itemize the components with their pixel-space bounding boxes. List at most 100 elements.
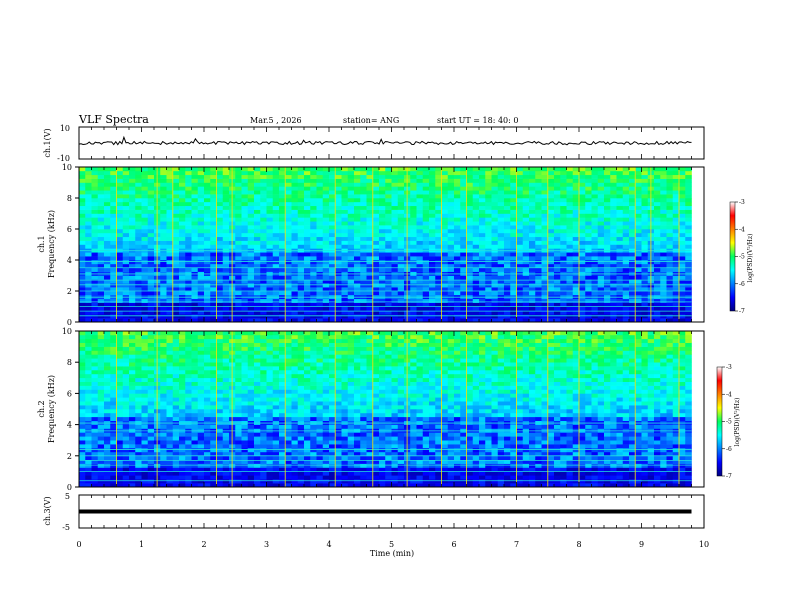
ch1-spectrogram-cell [610, 182, 617, 187]
ch2-spectrogram-cell [210, 389, 217, 394]
ch2-spectrogram-cell [147, 479, 155, 484]
ch1-spectrogram-cell [472, 232, 480, 238]
ch1-spectrogram-cell [160, 256, 167, 261]
ch1-spectrogram-cell [91, 232, 99, 238]
ch1-spectrogram-cell [535, 221, 542, 226]
ch1-spectrogram-cell [316, 298, 324, 303]
ch1-spectrogram-cell [141, 205, 149, 210]
ch1-spectrogram-cell [391, 283, 399, 288]
ch1-spectrogram-cell [172, 178, 180, 183]
ch2-spectrogram-cell [147, 346, 155, 351]
ch1-spectrogram-cell [297, 314, 305, 319]
ch2-spectrogram-cell [166, 362, 174, 367]
ch2-spectrogram-cell [135, 444, 142, 449]
ch1-spectrogram-cell [479, 298, 486, 303]
ch1-spectrogram-cell [166, 178, 174, 183]
ch1-spectrogram-cell [291, 217, 299, 222]
ch1-spectrogram-cell [622, 267, 630, 272]
ch1-spectrogram-cell [454, 178, 461, 183]
ch1-spectrogram-cell [254, 198, 261, 203]
ch1-spectrogram-cell [504, 302, 511, 307]
ch1-spectrogram-cell [641, 256, 649, 261]
ch1-spectrogram-cell [291, 244, 299, 249]
ch1-spectrogram-cell [297, 240, 305, 245]
ch1-spectrogram-cell [172, 279, 180, 284]
ch2-spectrogram-cell [97, 444, 105, 449]
ch1-spectrogram-cell [304, 190, 311, 195]
ch2-spectrogram-cell [197, 389, 205, 394]
ch1-spectrogram-cell [466, 302, 474, 307]
ch1-spectrogram-cell [466, 229, 474, 234]
ch1-spectrogram-cell [585, 198, 592, 203]
ch1-spectrogram-cell [141, 318, 149, 323]
ch2-spectrogram-cell [122, 475, 130, 480]
ch1-spectrogram-cell [341, 256, 349, 261]
ch1-spectrogram-cell [535, 186, 542, 191]
ch1-spectrogram-cell [397, 240, 405, 245]
ch2-spectrogram-cell [197, 412, 205, 418]
ch1-spectrogram-cell [79, 186, 86, 191]
ch1-spectrogram-cell [179, 190, 186, 195]
ch1-spectrogram-cell [460, 201, 467, 207]
ch2-spectrogram-cell [97, 448, 105, 453]
ch1-spectrogram-cell [129, 170, 136, 176]
ch1-spectrogram-cell [629, 302, 636, 307]
ch1-spectrogram-cell [260, 310, 267, 315]
ch1-spectrogram-cell [135, 314, 142, 319]
ch1-spectrogram-cell [160, 267, 167, 272]
ch1-spectrogram-cell [666, 252, 674, 257]
ch2-spectrogram-cell [216, 397, 224, 402]
ch1-spectrogram-cell [85, 167, 92, 172]
ch2-spectrogram-cell [197, 370, 205, 375]
ch2-spectrogram-cell [204, 451, 211, 457]
ch1-spectrogram-cell [347, 213, 355, 218]
ch1-spectrogram-cell [104, 318, 111, 323]
ch1-spectrogram-cell [272, 232, 280, 238]
ch1-spectrogram-cell [579, 314, 586, 319]
ch1-spectrogram-cell [335, 194, 342, 199]
ch1-spectrogram-cell [147, 291, 155, 296]
ch1-spectrogram-cell [160, 240, 167, 245]
ch1-spectrogram-cell [147, 310, 155, 315]
ch1-spectrogram-cell [191, 217, 199, 222]
ch2-spectrogram-cell [210, 401, 217, 406]
ch2-spectrogram-cell [85, 444, 92, 449]
ch1-spectrogram-cell [491, 190, 499, 195]
ch1-spectrogram-cell [241, 229, 249, 234]
ch1-spectrogram-cell [597, 174, 605, 179]
ch1-spectrogram-cell [316, 244, 324, 249]
ch1-spectrogram-cell [622, 275, 630, 280]
ch1-spectrogram-cell [410, 263, 417, 269]
ch1-spectrogram-cell [260, 236, 267, 241]
ch1-spectrogram-cell [247, 263, 255, 269]
ch1-spectrogram-cell [329, 170, 336, 176]
ch1-spectrogram-cell [241, 221, 249, 226]
ch1-spectrogram-cell [504, 314, 511, 319]
ch2-spectrogram-cell [166, 381, 174, 386]
ch2-spectrogram-cell [210, 370, 217, 375]
ch1-spectrogram-cell [197, 302, 205, 307]
ch1-spectrogram-cell [347, 174, 355, 179]
ch1-spectrogram-cell [110, 279, 117, 284]
ch1-spectrogram-cell [129, 298, 136, 303]
ch1-spectrogram-cell [379, 178, 386, 183]
ch1-spectrogram-cell [122, 190, 130, 195]
ch2-spectrogram-cell [85, 459, 92, 464]
ch1-spectrogram-cell [547, 302, 555, 307]
ch1-spectrogram-cell [429, 167, 436, 172]
ch1-spectrogram-cell [354, 318, 361, 323]
ch1-spectrogram-cell [329, 314, 336, 319]
ch1-spectrogram-cell [447, 170, 455, 176]
ch2-spectrogram-cell [110, 366, 117, 371]
ch1-spectrogram-cell [254, 190, 261, 195]
ch1-spectrogram-cell [279, 170, 286, 176]
ch1-spectrogram-cell [97, 221, 105, 226]
ch1-spectrogram-cell [566, 275, 574, 280]
ch1-spectrogram-cell [529, 287, 536, 292]
ch1-spectrogram-cell [441, 291, 449, 296]
ch1-spectrogram-cell [616, 236, 624, 241]
ch1-spectrogram-cell [591, 275, 599, 280]
ch1-spectrogram-cell [129, 240, 136, 245]
ch2-spectrogram-cell [172, 409, 180, 414]
ch1-spectrogram-cell [97, 232, 105, 238]
